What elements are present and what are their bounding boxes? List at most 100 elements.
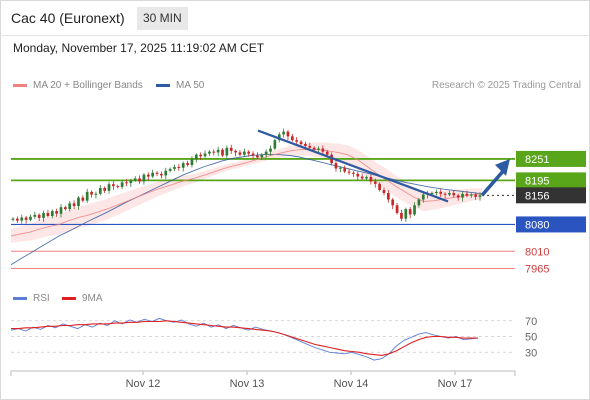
candle-body — [352, 172, 355, 174]
level-tag-8251 — [516, 150, 586, 167]
candle-body — [120, 182, 124, 187]
candle-body — [238, 152, 242, 155]
legend-ma50-swatch — [156, 84, 170, 87]
candle-body — [417, 199, 421, 206]
candle-body — [199, 154, 203, 157]
candle-body — [125, 182, 128, 184]
candle-body — [146, 174, 150, 177]
candle-body — [378, 183, 381, 190]
level-label-8195: 8195 — [525, 175, 549, 187]
x-tick-label-3: Nov 17 — [438, 378, 473, 390]
candle-body — [181, 163, 185, 168]
level-label-8156: 8156 — [525, 190, 549, 202]
candle-body — [173, 166, 176, 169]
timeframe-badge[interactable]: 30 MIN — [137, 7, 188, 30]
level-tag-8156 — [516, 187, 586, 204]
ma20-line — [10, 148, 483, 237]
legend-ma20-label: MA 20 + Bollinger Bands — [33, 80, 143, 91]
rsi-series-9MA — [11, 320, 478, 356]
candle-body — [16, 218, 19, 221]
candle-body — [304, 143, 307, 146]
candle-body — [299, 141, 303, 144]
candle-body — [160, 173, 163, 176]
legend-ma20-swatch — [13, 84, 27, 87]
candle-body — [308, 145, 312, 148]
candle-body — [98, 188, 102, 194]
candles — [11, 128, 482, 224]
candle-body — [365, 176, 368, 179]
candle-body — [186, 163, 189, 166]
legend-9ma-swatch — [62, 297, 76, 300]
candle-body — [164, 170, 168, 176]
candle-body — [229, 147, 233, 151]
legend-ma20: MA 20 + Bollinger Bands — [13, 80, 143, 91]
candle-body — [64, 207, 67, 210]
candle-body — [155, 172, 159, 174]
level-tag-8080 — [516, 216, 586, 233]
x-tick-label-1: Nov 13 — [230, 378, 265, 390]
legend-9ma-label: 9MA — [82, 293, 103, 304]
candle-body — [133, 178, 137, 181]
candle-body — [59, 207, 63, 214]
candle-body — [247, 151, 251, 154]
candle-body — [461, 193, 464, 198]
candle-body — [203, 153, 207, 157]
legend-rsi: RSI — [13, 293, 50, 304]
candle-body — [273, 140, 277, 149]
x-tick-label-0: Nov 12 — [126, 378, 161, 390]
candle-body — [55, 211, 58, 214]
candle-body — [37, 214, 41, 218]
candle-body — [325, 151, 329, 155]
rsi-tick-30: 30 — [525, 347, 537, 359]
candle-body — [94, 193, 98, 195]
candle-body — [338, 167, 342, 169]
candle-body — [282, 131, 285, 135]
level-label-7965: 7965 — [525, 264, 549, 276]
candle-body — [72, 203, 76, 207]
candle-body — [404, 209, 408, 219]
rsi-tick-50: 50 — [525, 332, 537, 344]
candle-body — [112, 184, 115, 187]
candle-body — [347, 171, 351, 173]
chart-header: Cac 40 (Euronext) 30 MIN — [0, 0, 588, 36]
legend-rsi-label: RSI — [33, 293, 50, 304]
candle-body — [443, 193, 447, 195]
projection-arrow-head — [495, 158, 510, 176]
candle-body — [77, 197, 80, 207]
ma50-line — [10, 153, 483, 266]
x-tick-label-2: Nov 14 — [334, 378, 369, 390]
candle-body — [269, 148, 272, 152]
level-label-8251: 8251 — [525, 154, 549, 166]
candle-body — [448, 193, 451, 195]
legend-ma50: MA 50 — [156, 80, 204, 91]
candle-body — [103, 188, 107, 191]
candle-body — [465, 193, 469, 196]
candle-body — [400, 212, 403, 219]
candle-body — [430, 193, 434, 195]
candle-body — [194, 154, 198, 160]
candle-body — [408, 209, 412, 215]
candle-body — [81, 197, 85, 201]
candle-body — [46, 212, 50, 217]
candle-body — [260, 154, 264, 158]
candle-body — [50, 211, 54, 217]
candle-body — [456, 195, 460, 198]
level-label-8080: 8080 — [525, 219, 549, 231]
candle-body — [290, 136, 294, 141]
candle-body — [234, 150, 237, 153]
candle-body — [225, 147, 229, 156]
candle-body — [142, 174, 146, 182]
header-divider — [0, 35, 590, 36]
candle-body — [216, 149, 220, 153]
candle-body — [264, 151, 268, 155]
source-credit: Research © 2025 Trading Central — [431, 80, 581, 91]
legend-rsi-swatch — [13, 297, 27, 300]
candle-body — [242, 151, 246, 155]
legend-9ma: 9MA — [62, 293, 103, 304]
candle-body — [190, 159, 194, 166]
candle-body — [373, 181, 377, 184]
candle-body — [208, 151, 211, 154]
trend-line — [257, 129, 449, 203]
candle-body — [474, 194, 477, 197]
